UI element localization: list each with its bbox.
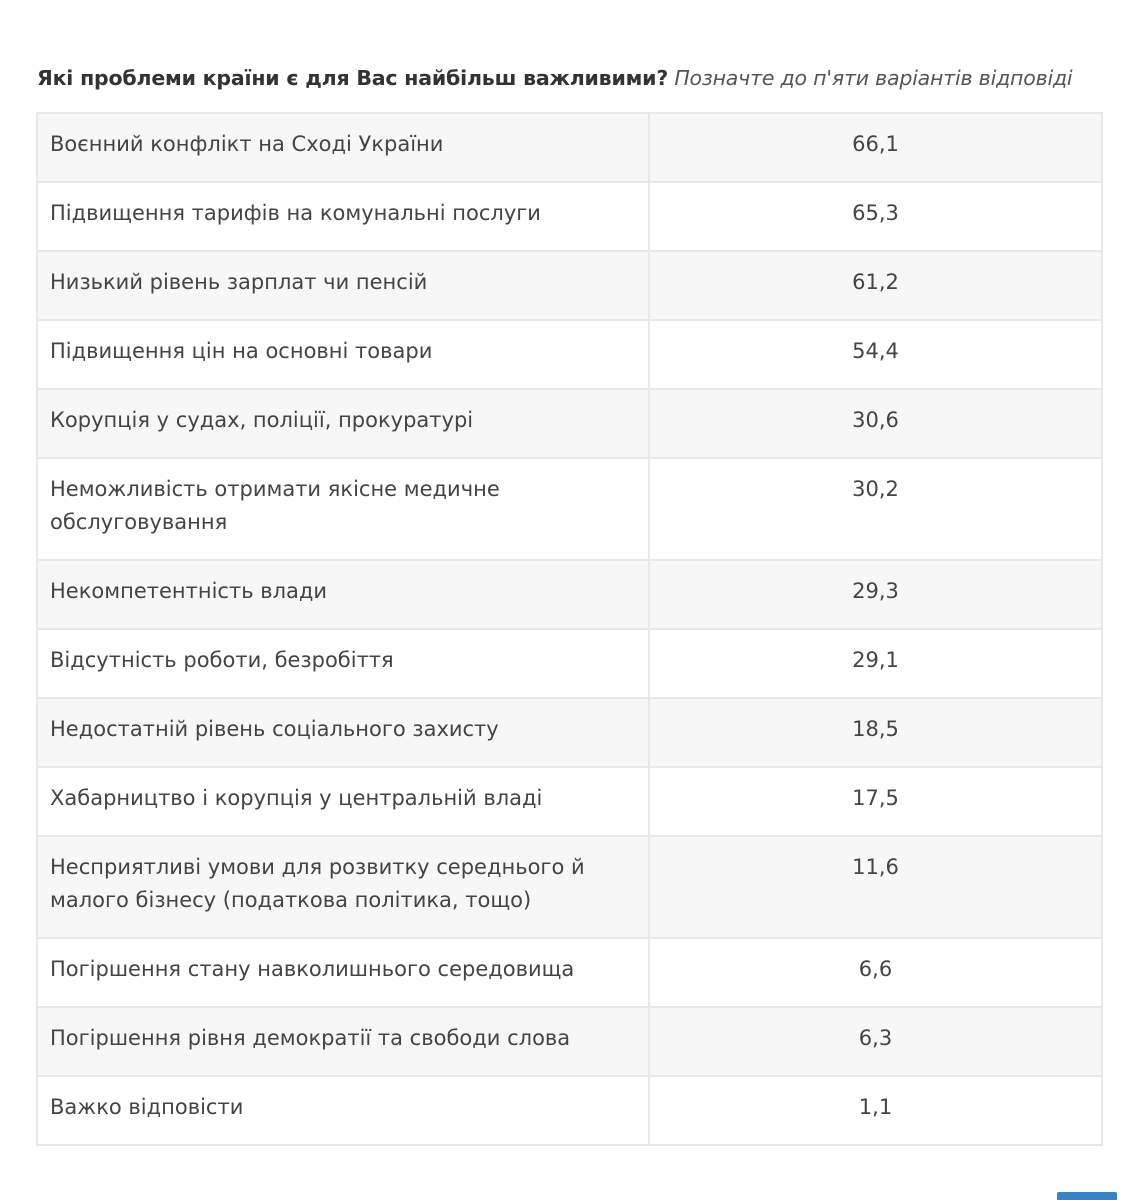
table-row: Некомпетентність влади 29,3: [36, 559, 1103, 630]
row-value: 66,1: [648, 112, 1103, 183]
row-label: Відсутність роботи, безробіття: [36, 628, 650, 699]
survey-question: Які проблеми країни є для Вас найбільш в…: [37, 66, 1117, 90]
table-row: Воєнний конфлікт на Сході України 66,1: [36, 112, 1103, 183]
table-row: Погіршення стану навколишнього середовищ…: [36, 937, 1103, 1008]
table-row: Відсутність роботи, безробіття 29,1: [36, 628, 1103, 699]
results-table: Воєнний конфлікт на Сході України 66,1 П…: [36, 112, 1103, 1146]
table-row: Корупція у судах, поліції, прокуратурі 3…: [36, 388, 1103, 459]
row-label: Неможливість отримати якісне медичне обс…: [36, 457, 650, 561]
table-row: Низький рівень зарплат чи пенсій 61,2: [36, 250, 1103, 321]
table-row: Підвищення тарифів на комунальні послуги…: [36, 181, 1103, 252]
row-value: 30,2: [648, 457, 1103, 561]
question-hint: Позначте до п'яти варіантів відповіді: [674, 66, 1073, 90]
row-value: 29,1: [648, 628, 1103, 699]
row-value: 17,5: [648, 766, 1103, 837]
row-value: 54,4: [648, 319, 1103, 390]
scroll-to-top-button[interactable]: [1057, 1192, 1117, 1200]
row-label: Важко відповісти: [36, 1075, 650, 1146]
row-label: Несприятливі умови для розвитку середньо…: [36, 835, 650, 939]
row-label: Підвищення цін на основні товари: [36, 319, 650, 390]
table-row: Несприятливі умови для розвитку середньо…: [36, 835, 1103, 939]
row-value: 18,5: [648, 697, 1103, 768]
row-label: Некомпетентність влади: [36, 559, 650, 630]
row-value: 29,3: [648, 559, 1103, 630]
row-label: Підвищення тарифів на комунальні послуги: [36, 181, 650, 252]
table-row: Неможливість отримати якісне медичне обс…: [36, 457, 1103, 561]
question-text: Які проблеми країни є для Вас найбільш в…: [37, 66, 669, 90]
table-row: Важко відповісти 1,1: [36, 1075, 1103, 1146]
row-label: Низький рівень зарплат чи пенсій: [36, 250, 650, 321]
row-value: 11,6: [648, 835, 1103, 939]
table-row: Підвищення цін на основні товари 54,4: [36, 319, 1103, 390]
table-row: Погіршення рівня демократії та свободи с…: [36, 1006, 1103, 1077]
table-row: Недостатній рівень соціального захисту 1…: [36, 697, 1103, 768]
table-row: Хабарництво і корупція у центральній вла…: [36, 766, 1103, 837]
row-value: 30,6: [648, 388, 1103, 459]
row-value: 61,2: [648, 250, 1103, 321]
row-value: 1,1: [648, 1075, 1103, 1146]
row-value: 65,3: [648, 181, 1103, 252]
row-label: Погіршення стану навколишнього середовищ…: [36, 937, 650, 1008]
row-label: Хабарництво і корупція у центральній вла…: [36, 766, 650, 837]
row-label: Воєнний конфлікт на Сході України: [36, 112, 650, 183]
row-label: Корупція у судах, поліції, прокуратурі: [36, 388, 650, 459]
row-label: Погіршення рівня демократії та свободи с…: [36, 1006, 650, 1077]
row-value: 6,6: [648, 937, 1103, 1008]
row-label: Недостатній рівень соціального захисту: [36, 697, 650, 768]
row-value: 6,3: [648, 1006, 1103, 1077]
